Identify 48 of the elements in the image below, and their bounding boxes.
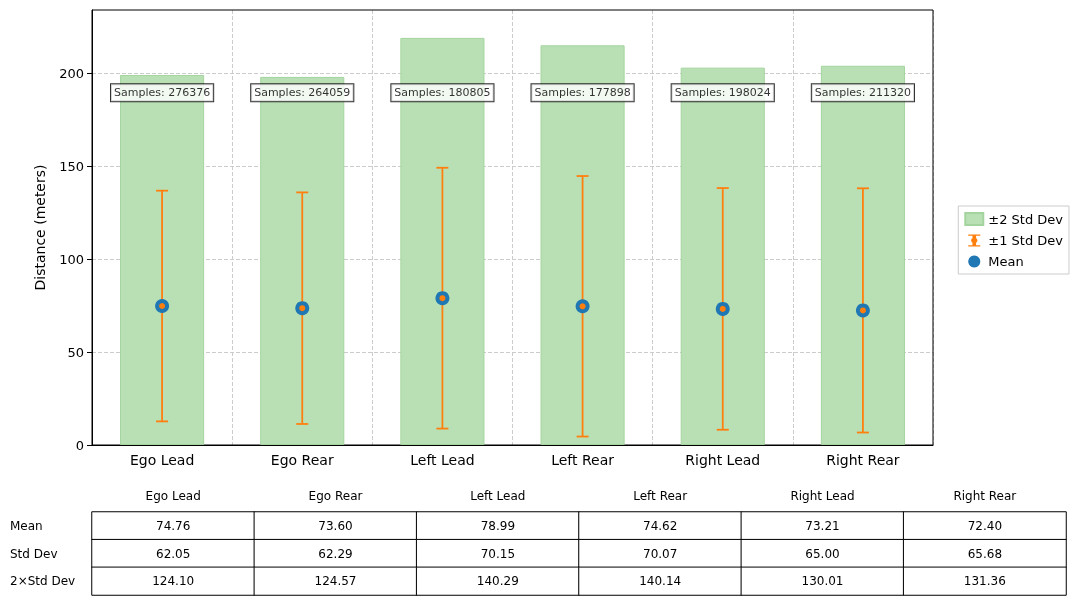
data-label: 140.14 bbox=[639, 574, 682, 589]
y-tick-label: 2×Std Dev bbox=[10, 574, 76, 589]
legend-label: ±1 Std Dev bbox=[988, 233, 1064, 248]
data-label: 65.68 bbox=[967, 546, 1003, 561]
annotation: Samples: 211320 bbox=[814, 86, 911, 100]
legend-label: ±2 Std Dev bbox=[988, 211, 1064, 227]
x-tick-label: Ego Rear bbox=[270, 452, 334, 468]
y-tick-label: 200 bbox=[59, 65, 84, 81]
y-tick-label: 0 bbox=[75, 437, 84, 453]
data-label: 72.40 bbox=[967, 518, 1003, 533]
data-label: 124.57 bbox=[314, 574, 357, 589]
x-tick-label: Right Lead bbox=[790, 489, 855, 503]
x-tick-label: Left Lead bbox=[470, 489, 526, 503]
data-label: 70.07 bbox=[642, 546, 678, 561]
data-label: 62.29 bbox=[318, 546, 353, 561]
data-label: 73.60 bbox=[318, 518, 353, 533]
y-axis-title: Distance (meters) bbox=[32, 164, 48, 291]
y-tick-label: 150 bbox=[59, 158, 84, 174]
x-tick-label: Right Lead bbox=[685, 452, 761, 468]
x-tick-label: Right Rear bbox=[826, 452, 900, 468]
x-tick-label: Right Rear bbox=[953, 489, 1017, 503]
y-tick-label: Std Dev bbox=[10, 546, 58, 561]
data-label: 70.15 bbox=[480, 546, 516, 561]
data-label: 73.21 bbox=[805, 518, 840, 533]
x-tick-label: Left Rear bbox=[551, 452, 615, 468]
y-tick-label: 100 bbox=[59, 251, 84, 267]
annotation: Samples: 177898 bbox=[534, 86, 631, 100]
x-tick-label: Ego Lead bbox=[129, 452, 195, 468]
y-tick-label: 50 bbox=[67, 344, 84, 360]
x-tick-label: Ego Rear bbox=[308, 489, 363, 503]
x-tick-label: Left Lead bbox=[410, 452, 475, 468]
data-label: 130.01 bbox=[801, 574, 844, 589]
x-tick-label: Left Rear bbox=[633, 489, 688, 503]
data-label: 65.00 bbox=[805, 546, 840, 561]
x-tick-label: Ego Lead bbox=[145, 489, 201, 503]
data-label: 131.36 bbox=[963, 574, 1006, 589]
data-label: 74.62 bbox=[642, 518, 678, 533]
annotation: Samples: 198024 bbox=[674, 86, 771, 100]
annotation: Samples: 180805 bbox=[394, 86, 491, 100]
data-label: 140.29 bbox=[476, 574, 519, 589]
data-label: 124.10 bbox=[152, 574, 195, 589]
data-label: 74.76 bbox=[155, 518, 191, 533]
annotation: Samples: 276376 bbox=[114, 86, 211, 100]
data-label: 78.99 bbox=[480, 518, 516, 533]
data-label: 62.05 bbox=[155, 546, 191, 561]
legend-label: Mean bbox=[988, 254, 1024, 269]
annotation: Samples: 264059 bbox=[254, 86, 351, 100]
y-tick-label: Mean bbox=[10, 518, 43, 533]
